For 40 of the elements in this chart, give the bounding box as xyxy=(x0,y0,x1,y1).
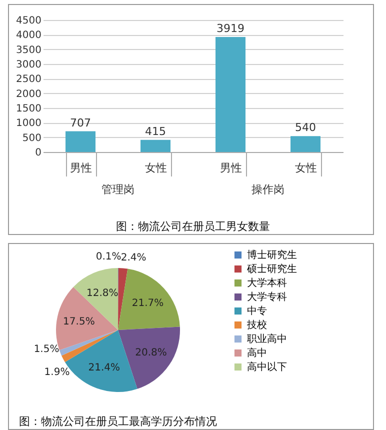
y-tick-label: 2500 xyxy=(16,74,42,86)
x-tick-label: 男性 xyxy=(70,162,92,174)
y-tick-label: 3500 xyxy=(16,44,42,56)
text: 图：物流公司在册员工最高学历分布情况 xyxy=(19,415,217,428)
legend-label: 硕士研究生 xyxy=(246,263,297,275)
data-label: 0.1% xyxy=(96,252,122,263)
y-tick-label: 4500 xyxy=(16,16,42,26)
data-label: 1.5% xyxy=(34,344,60,356)
text: 图：物流公司在册员工男女数量 xyxy=(116,220,270,233)
y-tick-label: 0 xyxy=(35,148,42,158)
legend-label: 大学本科 xyxy=(247,277,287,289)
x-tick-label: 男性 xyxy=(220,162,242,174)
y-tick-label: 1500 xyxy=(16,104,42,114)
legend-label: 高中 xyxy=(247,347,267,359)
data-label: 21.4% xyxy=(88,362,120,374)
y-tick-label: 4000 xyxy=(16,30,42,42)
legend-label: 大学专科 xyxy=(247,291,287,303)
data-label: 2.4% xyxy=(120,252,146,264)
text: 操作岗 xyxy=(252,183,284,196)
legend-label: 职业高中 xyxy=(247,333,287,345)
data-label: 20.8% xyxy=(135,348,167,359)
y-tick-label: 2000 xyxy=(16,88,42,100)
data-label: 3919 xyxy=(216,22,244,36)
legend-label: 高中以下 xyxy=(247,361,287,373)
legend-label: 技校 xyxy=(246,319,267,331)
legend-label: 博士研究生 xyxy=(247,249,297,261)
legend-label: 中专 xyxy=(247,305,267,317)
x-tick-label: 女性 xyxy=(295,162,317,174)
data-label: 540 xyxy=(295,121,316,134)
y-tick-label: 3000 xyxy=(16,60,42,70)
data-label: 415 xyxy=(145,124,166,138)
data-label: 21.7% xyxy=(132,298,164,310)
y-tick-label: 500 xyxy=(22,132,42,144)
data-label: 1.9% xyxy=(44,366,70,378)
data-label: 707 xyxy=(70,116,91,130)
y-tick-label: 1000 xyxy=(16,118,42,130)
data-label: 17.5% xyxy=(63,316,95,328)
data-label: 12.8% xyxy=(86,288,118,300)
x-tick-label: 女性 xyxy=(145,162,167,174)
text: 管理岗 xyxy=(102,183,134,196)
